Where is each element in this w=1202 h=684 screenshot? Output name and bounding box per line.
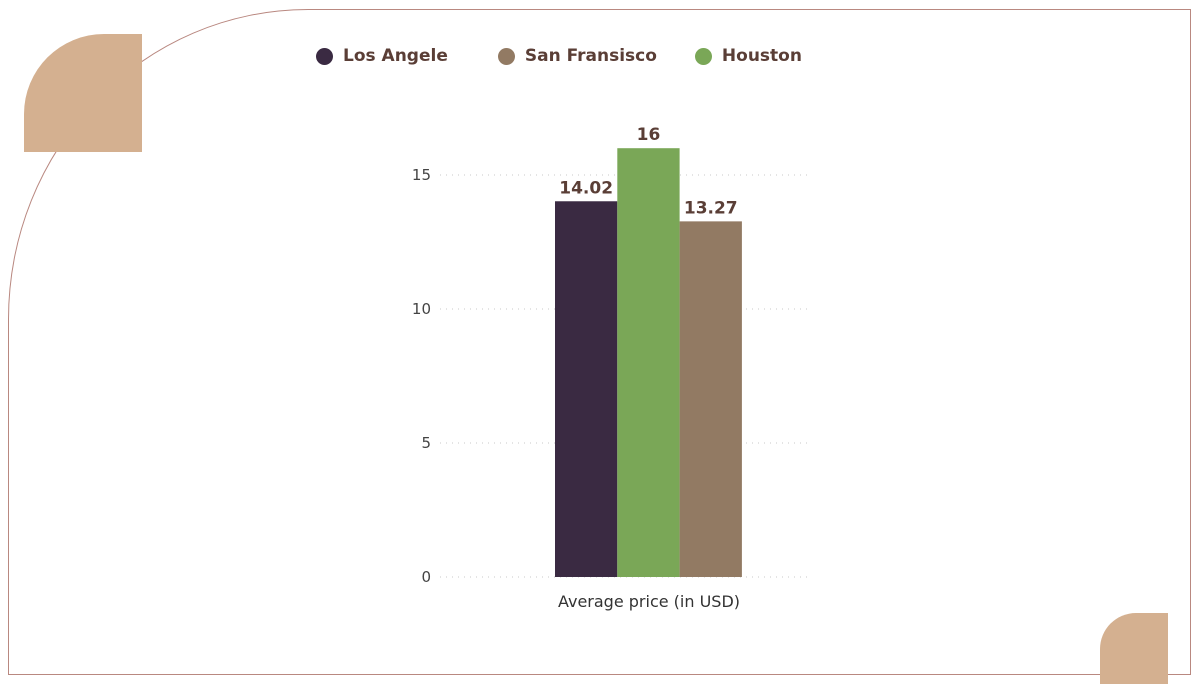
legend-dot-icon xyxy=(694,47,712,65)
legend-item-san-fransisco[interactable]: San Fransisco xyxy=(497,46,657,66)
y-tick-label: 0 xyxy=(421,568,431,586)
data-label: 14.02 xyxy=(559,178,613,198)
legend-label: San Fransisco xyxy=(524,46,657,66)
y-tick-label: 5 xyxy=(421,434,431,452)
data-label: 16 xyxy=(637,125,661,145)
decorative-shape-bottom-right xyxy=(1100,613,1168,684)
legend-label: Los Angele xyxy=(343,46,448,66)
bar-los-angele xyxy=(555,201,618,577)
chart-legend: Los Angele San Fransisco Houston xyxy=(316,46,802,66)
legend-dot-icon xyxy=(316,47,333,65)
data-label: 13.27 xyxy=(684,198,738,218)
bar-houston xyxy=(617,148,680,577)
legend-label: Houston xyxy=(721,46,802,66)
y-tick-label: 15 xyxy=(412,166,431,184)
legend-item-houston[interactable]: Houston xyxy=(694,46,802,66)
legend-item-los-angele[interactable]: Los Angele xyxy=(316,46,448,66)
legend-dot-icon xyxy=(497,47,515,65)
card-frame xyxy=(8,9,1191,675)
bar-san-fransisco xyxy=(679,221,742,577)
x-axis-label: Average price (in USD) xyxy=(558,592,740,611)
y-tick-label: 10 xyxy=(412,300,431,318)
